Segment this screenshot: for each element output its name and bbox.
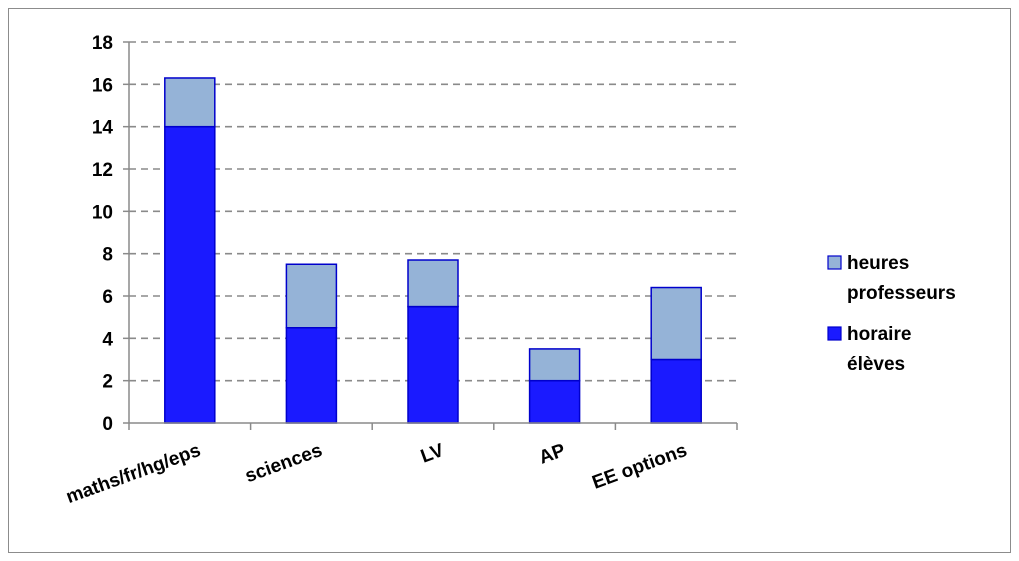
- legend-label-series-0: élèves: [847, 354, 905, 375]
- bar-1-series-1: [285, 263, 338, 329]
- y-tick-label: 12: [92, 160, 113, 181]
- bar-0-series-0: [164, 125, 216, 424]
- y-tick-label: 18: [92, 33, 113, 54]
- y-tick-label: 0: [102, 414, 113, 435]
- x-category-label: sciences: [242, 440, 325, 487]
- chart-frame: 0 2 4 6 8 10 12 14 16 18 maths/fr/hg/eps sciences L…: [8, 8, 1011, 553]
- stacked-bar-chart: 0 2 4 6 8 10 12 14 16 18 maths/fr/hg/eps sciences L…: [63, 33, 956, 508]
- legend-swatch-series-0: [827, 326, 842, 341]
- y-tick-label: 14: [92, 118, 114, 139]
- bar-3-series-0: [528, 379, 581, 424]
- y-tick-label: 6: [102, 287, 113, 308]
- legend: heures professeurs horaire élèves: [827, 253, 956, 375]
- bar-1-series-0: [285, 327, 338, 424]
- gridlines: [129, 41, 737, 382]
- y-tick-label: 8: [102, 245, 113, 266]
- bar-3-series-1: [528, 348, 581, 382]
- y-tick-label: 10: [92, 202, 113, 223]
- x-category-label: EE options: [589, 440, 689, 494]
- legend-swatch-series-1: [827, 255, 842, 270]
- legend-label-series-1: heures: [847, 253, 909, 274]
- bar-4-series-1: [650, 286, 702, 361]
- bar-2-series-0: [407, 305, 459, 424]
- x-category-label: AP: [536, 440, 568, 469]
- bar-0-series-1: [164, 77, 216, 128]
- y-tick-label: 2: [102, 372, 113, 393]
- x-axis-category-labels: maths/fr/hg/eps sciences LV AP EE options: [63, 440, 690, 508]
- y-tick-label: 4: [102, 329, 113, 350]
- legend-label-series-1: professeurs: [847, 283, 956, 304]
- y-axis-tick-labels: 0 2 4 6 8 10 12 14 16 18: [92, 33, 114, 435]
- x-category-label: maths/fr/hg/eps: [63, 440, 203, 508]
- bars: [164, 77, 702, 424]
- y-tick-label: 16: [92, 75, 113, 96]
- bar-4-series-0: [650, 358, 702, 424]
- legend-label-series-0: horaire: [847, 324, 911, 345]
- axes: [123, 41, 738, 430]
- bar-2-series-1: [407, 259, 459, 308]
- x-category-label: LV: [418, 440, 447, 468]
